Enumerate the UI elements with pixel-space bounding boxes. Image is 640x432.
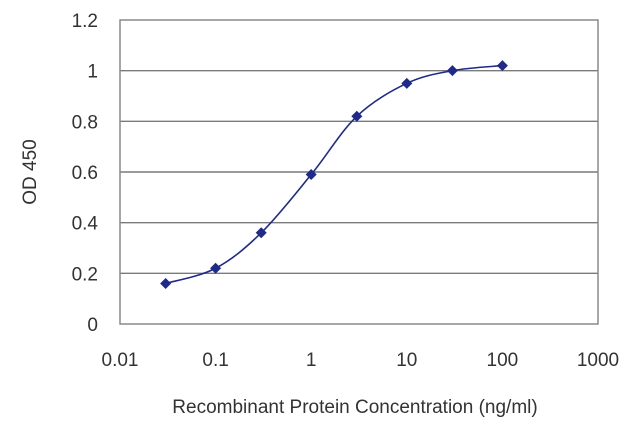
x-tick-label: 0.01 (102, 350, 139, 371)
series-line (165, 64, 503, 285)
y-axis-ticks: 0 0.2 0.4 0.6 0.8 1 1.2 (72, 11, 99, 336)
data-point (210, 262, 222, 274)
data-point (401, 77, 413, 89)
plot-area-frame (119, 19, 599, 325)
x-tick-label: 0.1 (202, 350, 228, 371)
y-tick-label: 1.2 (72, 11, 98, 32)
y-tick-label: 0.6 (72, 163, 98, 184)
data-point (255, 227, 267, 239)
y-tick-label: 1 (87, 62, 98, 83)
x-axis-title: Recombinant Protein Concentration (ng/ml… (172, 397, 537, 418)
x-tick-label: 100 (487, 350, 519, 371)
y-tick-label: 0.8 (72, 112, 98, 133)
y-tick-label: 0 (87, 315, 98, 336)
y-tick-label: 0.2 (72, 264, 98, 285)
x-tick-label: 1000 (577, 350, 619, 371)
data-point (160, 277, 172, 289)
data-point (351, 110, 363, 122)
data-point (496, 60, 508, 72)
x-tick-label: 10 (396, 350, 417, 371)
x-tick-label: 1 (306, 350, 317, 371)
x-axis-ticks: 0.01 0.1 1 10 100 1000 (102, 350, 620, 371)
data-point (446, 65, 458, 77)
y-tick-label: 0.4 (72, 214, 99, 235)
data-point (305, 169, 317, 181)
y-axis-title: OD 450 (20, 139, 41, 204)
series-group (160, 60, 508, 289)
gridlines (120, 69, 598, 275)
